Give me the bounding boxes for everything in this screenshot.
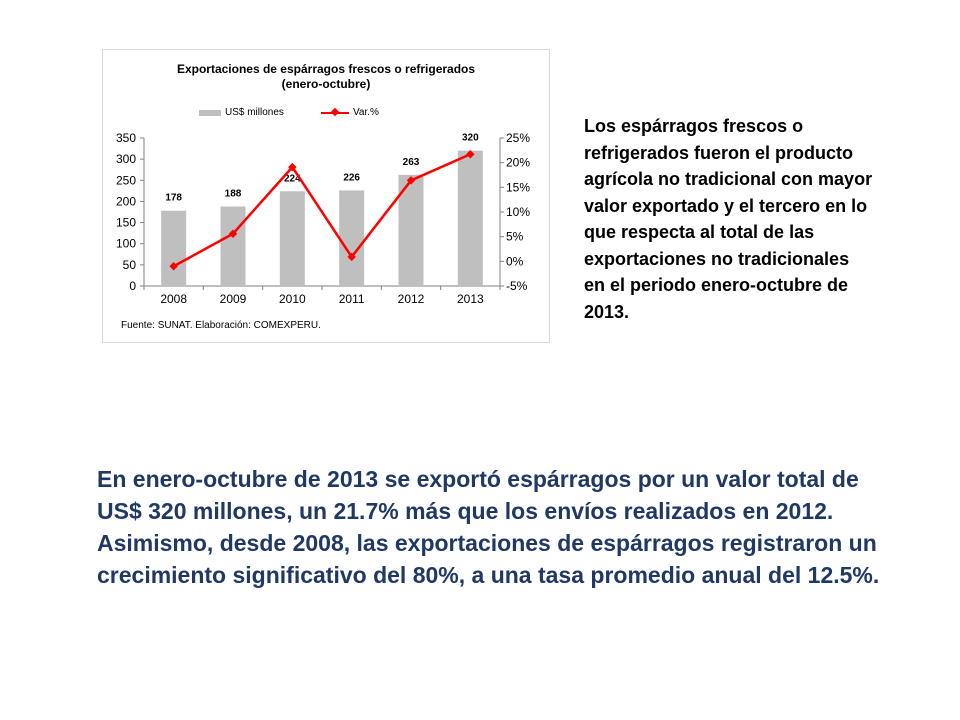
- x-tick-label: 2012: [398, 292, 425, 306]
- y-left-tick-label: 0: [129, 279, 136, 293]
- bar-data-label: 178: [165, 193, 182, 204]
- y-right-tick-label: 5%: [506, 230, 524, 244]
- bar-data-label: 320: [462, 133, 479, 144]
- bar-data-label: 224: [284, 173, 301, 184]
- y-left-tick-label: 100: [116, 237, 136, 251]
- y-right-tick-label: 0%: [506, 254, 524, 268]
- legend-bar-swatch: [199, 110, 221, 116]
- line-point-2013: [466, 150, 475, 159]
- bar-2013: [457, 150, 483, 286]
- bar-2011: [339, 190, 365, 286]
- y-left-tick-label: 350: [116, 131, 136, 145]
- x-tick-label: 2011: [339, 292, 365, 306]
- y-left-tick-label: 150: [116, 216, 136, 230]
- y-left-tick-label: 200: [116, 194, 136, 208]
- bar-2009: [220, 206, 246, 286]
- y-left-tick-label: 250: [116, 173, 136, 187]
- main-paragraph: En enero-octubre de 2013 se exportó espá…: [97, 466, 880, 588]
- line-point-2011: [347, 252, 356, 262]
- bar-2012: [398, 174, 424, 286]
- chart-title-main: Exportaciones de espárragos frescos o re…: [176, 62, 476, 76]
- y-right-tick-label: 25%: [506, 131, 530, 145]
- legend-bar-label: US$ millones: [225, 107, 284, 118]
- chart-container: Exportaciones de espárragos frescos o re…: [102, 49, 550, 343]
- y-right-tick-label: 20%: [506, 156, 530, 170]
- series-line-var: [173, 153, 471, 268]
- line-point-2009: [228, 229, 238, 238]
- chart-source: Fuente: SUNAT. Elaboración: COMEXPERU.: [121, 320, 321, 331]
- x-tick-label: 2010: [279, 292, 306, 306]
- x-tick-label: 2009: [220, 292, 247, 306]
- y-left-tick-label: 50: [123, 258, 137, 272]
- y-right-tick-label: -5%: [506, 279, 528, 293]
- x-tick-label: 2008: [160, 292, 187, 306]
- bar-data-label: 263: [403, 157, 420, 168]
- bar-data-label: 226: [343, 172, 360, 183]
- line-point-2008: [169, 262, 178, 271]
- chart-subtitle: (enero-octubre): [281, 77, 371, 91]
- chart-plot: 0 50 100 150 200 250 300 350 -5% 0% 5% 10% 15% 20% 25%…: [116, 131, 530, 306]
- bar-2010: [279, 191, 305, 286]
- y-right-tick-label: 15%: [506, 180, 530, 194]
- x-tick-label: 2013: [457, 292, 484, 306]
- side-description: Los espárragos frescos o refrigerados fu…: [584, 116, 873, 322]
- y-left-tick-label: 300: [116, 152, 136, 166]
- legend-line-label: Var.%: [353, 107, 379, 118]
- y-right-tick-label: 10%: [506, 205, 530, 219]
- chart-title: Exportaciones de espárragos frescos o re…: [103, 62, 549, 92]
- line-point-2012: [406, 176, 416, 185]
- bar-2008: [161, 210, 187, 286]
- bar-data-label: 188: [225, 189, 242, 200]
- line-point-2010: [288, 162, 297, 172]
